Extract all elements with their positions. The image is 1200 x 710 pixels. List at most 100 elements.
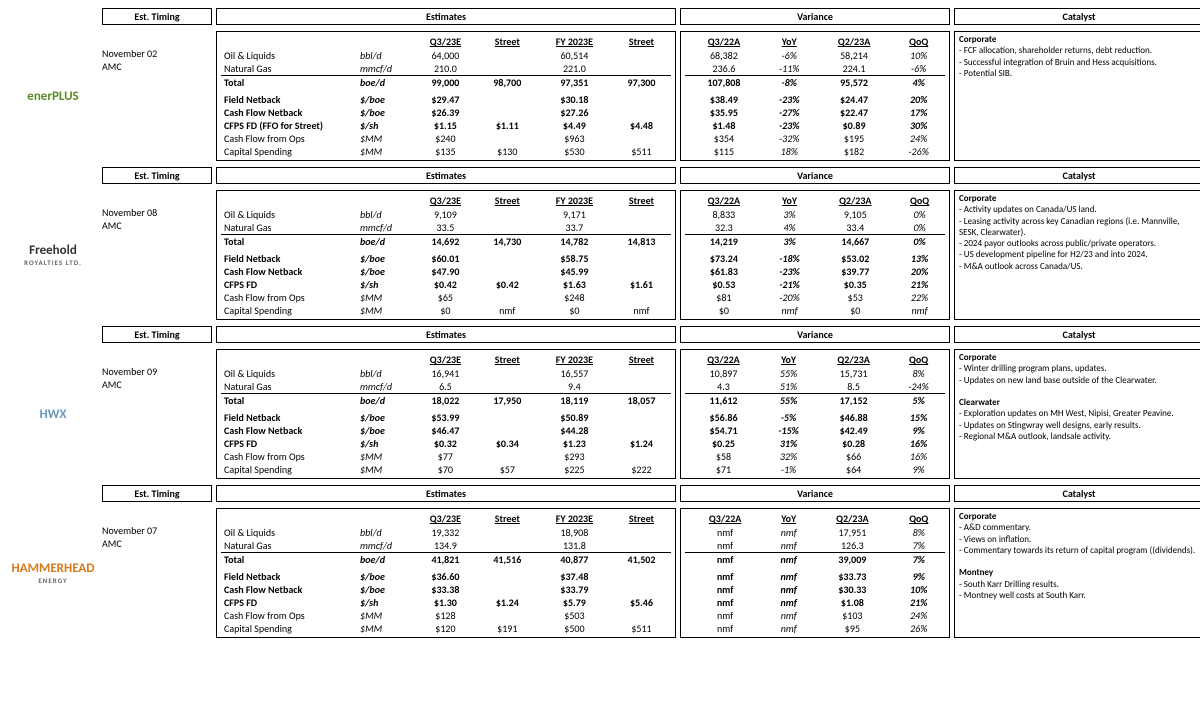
est-value: 14,782 <box>537 235 612 249</box>
estimates-header: Estimates <box>216 485 676 502</box>
est-value: 9,109 <box>413 208 478 221</box>
est-value: $4.48 <box>612 119 671 132</box>
est-value: $0.42 <box>478 278 537 291</box>
est-value: 221.0 <box>537 62 612 76</box>
variance-section: Q3/22AYoYQ2/23AQoQnmfnmf17,9518%nmfnmf12… <box>680 508 950 638</box>
timing-cell: November 09AMC <box>102 349 212 479</box>
est-value: $191 <box>478 622 537 635</box>
est-value <box>478 221 537 235</box>
est-value <box>478 570 537 583</box>
est-value: $511 <box>612 145 671 158</box>
est-value <box>612 609 671 622</box>
col-header: QoQ <box>892 34 945 49</box>
est-value: $963 <box>537 132 612 145</box>
col-header: Q3/23E <box>413 511 478 526</box>
var-value: 30% <box>892 119 945 132</box>
est-value: 9.4 <box>537 380 612 394</box>
est-value: 131.8 <box>537 539 612 553</box>
var-value: $195 <box>816 132 893 145</box>
catalyst-header: Catalyst <box>954 167 1200 184</box>
est-value: $1.15 <box>413 119 478 132</box>
metric-row: CFPS FD (FFO for Street)$/sh$1.15$1.11$4… <box>221 119 671 132</box>
est-value: $30.18 <box>537 93 612 106</box>
var-value: 7% <box>893 539 946 553</box>
est-value: $47.90 <box>413 265 478 278</box>
variance-row: $71-1%$649% <box>685 463 945 476</box>
var-value: 8.5 <box>815 380 892 394</box>
var-value: $0.35 <box>816 278 894 291</box>
var-value: -8% <box>763 76 816 90</box>
estimates-header: Estimates <box>216 167 676 184</box>
est-value <box>478 132 537 145</box>
est-value: $50.89 <box>537 411 612 424</box>
var-value: 22% <box>894 291 945 304</box>
est-value: $0.42 <box>413 278 478 291</box>
est-value <box>612 411 671 424</box>
var-value: 16% <box>892 450 945 463</box>
timing-cell: November 08AMC <box>102 190 212 320</box>
var-value: 68,382 <box>685 49 763 62</box>
estimates-section: Q3/23EStreetFY 2023EStreetOil & Liquidsb… <box>216 349 676 479</box>
est-value <box>478 208 537 221</box>
est-value <box>478 526 537 539</box>
var-value: nmf <box>685 609 765 622</box>
catalyst-header: Catalyst <box>954 485 1200 502</box>
est-value: $1.24 <box>612 437 671 450</box>
est-value: 60,514 <box>537 49 612 62</box>
variance-row: $0.2531%$0.2816% <box>685 437 945 450</box>
var-value: -27% <box>763 106 816 119</box>
metric-row: CFPS FD$/sh$1.30$1.24$5.79$5.46 <box>221 596 671 609</box>
est-value <box>478 93 537 106</box>
variance-row: nmfnmf39,0097% <box>685 553 945 567</box>
est-value: 9,171 <box>537 208 612 221</box>
est-value: $240 <box>413 132 478 145</box>
est-value <box>478 62 537 76</box>
catalyst-section: Corporate- FCF allocation, shareholder r… <box>954 31 1200 161</box>
var-value: 21% <box>893 596 946 609</box>
est-value: $57 <box>478 463 537 476</box>
var-value: 8,833 <box>685 208 763 221</box>
metric-row: Totalboe/d14,69214,73014,78214,813 <box>221 235 671 249</box>
var-value: $22.47 <box>816 106 893 119</box>
est-value <box>612 291 671 304</box>
col-header: Q3/22A <box>685 511 765 526</box>
metric-row: Cash Flow Netback$/boe$26.39$27.26 <box>221 106 671 119</box>
est-value: $135 <box>413 145 478 158</box>
col-header: YoY <box>763 193 817 208</box>
var-value: 17,152 <box>815 394 892 408</box>
variance-row: $354-32%$19524% <box>685 132 945 145</box>
est-value: 97,351 <box>537 76 612 90</box>
var-value: 17,951 <box>812 526 892 539</box>
var-value: 95,572 <box>816 76 893 90</box>
variance-row: 14,2193%14,6670% <box>685 235 945 249</box>
variance-row: 4.351%8.5-24% <box>685 380 945 394</box>
est-value <box>612 570 671 583</box>
est-value <box>612 221 671 235</box>
variance-row: $81-20%$5322% <box>685 291 945 304</box>
est-value <box>478 609 537 622</box>
est-value: 134.9 <box>413 539 478 553</box>
var-value: 15,731 <box>815 367 892 380</box>
variance-section: Q3/22AYoYQ2/23AQoQ10,89755%15,7318%4.351… <box>680 349 950 479</box>
est-value: $248 <box>537 291 612 304</box>
variance-row: $56.86-5%$46.8815% <box>685 411 945 424</box>
est-value: 18,022 <box>413 394 478 408</box>
col-header: FY 2023E <box>537 193 612 208</box>
var-value: $42.49 <box>815 424 892 437</box>
var-value: 7% <box>893 553 946 567</box>
est-value <box>612 380 671 394</box>
col-header: Q2/23A <box>816 34 893 49</box>
var-value: 4% <box>892 76 945 90</box>
var-value: $61.83 <box>685 265 763 278</box>
metric-row: Field Netback$/boe$29.47$30.18 <box>221 93 671 106</box>
var-value: 14,667 <box>816 235 894 249</box>
est-value: $1.30 <box>413 596 478 609</box>
var-value: 107,808 <box>685 76 763 90</box>
var-value: -24% <box>892 380 945 394</box>
var-value: 32% <box>762 450 815 463</box>
variance-header: Variance <box>680 8 950 25</box>
est-value: 17,950 <box>478 394 537 408</box>
var-value: $103 <box>812 609 892 622</box>
var-value: -23% <box>763 119 816 132</box>
var-value: 9% <box>892 463 945 476</box>
